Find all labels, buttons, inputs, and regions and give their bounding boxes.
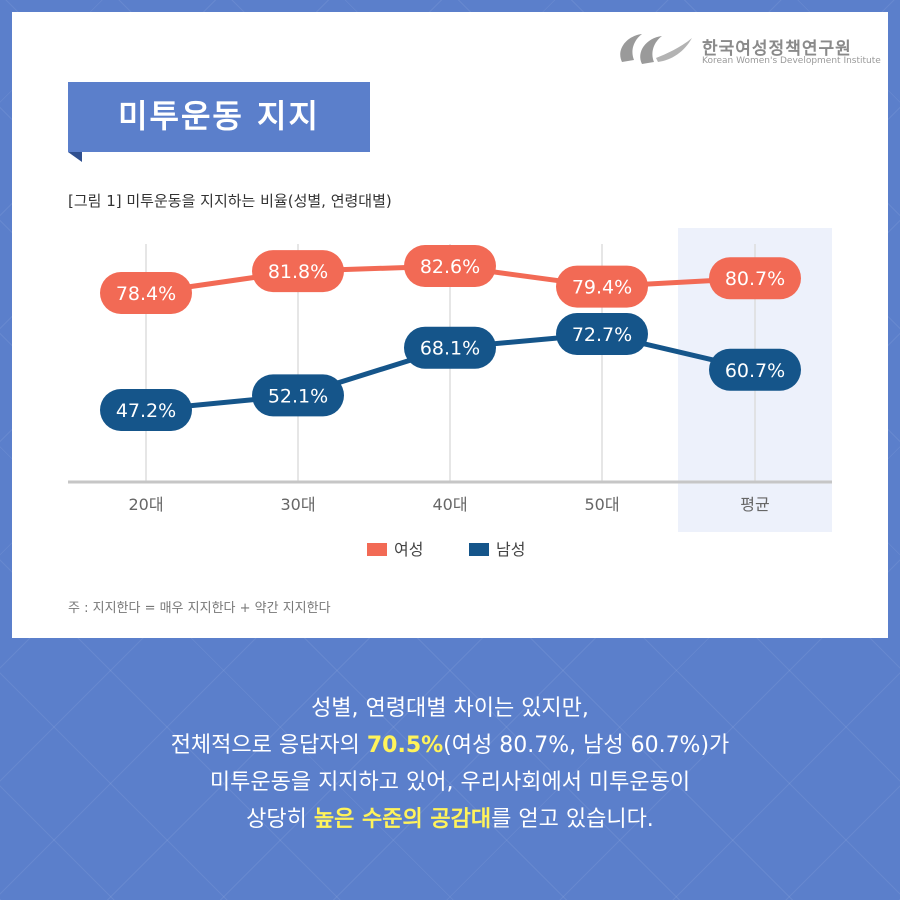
- logo-name: 한국여성정책연구원: [702, 39, 852, 59]
- data-point-male-4: [556, 313, 648, 355]
- summary-highlight-phrase: 높은 수준의 공감대: [313, 807, 492, 832]
- x-tick-label-2: 30대: [280, 495, 315, 514]
- summary-line-4-post: 를 얻고 있습니다.: [491, 807, 654, 832]
- data-label-male-1: 47.2%: [116, 400, 176, 422]
- summary-line-2-pre: 전체적으로 응답자의: [170, 733, 367, 758]
- title-ribbon: 미투운동 지지: [68, 82, 370, 152]
- summary-line-4-pre: 상당히: [246, 807, 314, 832]
- data-label-male-3: 68.1%: [420, 338, 480, 360]
- summary-line-2: 전체적으로 응답자의 70.5%(여성 80.7%, 남성 60.7%)가: [0, 727, 900, 764]
- data-label-male-2: 52.1%: [268, 385, 328, 407]
- summary-highlight-percent: 70.5%: [366, 733, 444, 758]
- data-label-male-4: 72.7%: [572, 324, 632, 346]
- summary-text: 성별, 연령대별 차이는 있지만, 전체적으로 응답자의 70.5%(여성 80…: [0, 690, 900, 838]
- legend-swatch-male: [469, 543, 489, 556]
- data-point-female-2: [252, 250, 344, 293]
- line-chart: 20대 30대 40대 50대 평균 78.4% 81.8% 82.6% 79.4% 80.7% 4…: [68, 228, 832, 559]
- data-point-female-4: [556, 265, 648, 308]
- title-ribbon-fold: [68, 152, 82, 162]
- data-label-female-5: 80.7%: [725, 268, 785, 290]
- data-point-male-5: [709, 348, 801, 391]
- institute-logo: 한국여성정책연구원 Korean Women's Development Ins…: [612, 28, 881, 70]
- summary-line-3: 미투운동을 지지하고 있어, 우리사회에서 미투운동이: [209, 770, 691, 795]
- x-tick-label-1: 20대: [128, 495, 163, 514]
- summary-line-4: 상당히 높은 수준의 공감대를 얻고 있습니다.: [0, 801, 900, 838]
- data-point-female-3: [404, 245, 496, 287]
- logo-subtitle: Korean Women's Development Institute: [702, 56, 881, 66]
- x-tick-label-3: 40대: [432, 495, 467, 514]
- data-point-male-2: [252, 374, 344, 417]
- data-label-female-1: 78.4%: [116, 283, 176, 305]
- data-point-male-3: [404, 326, 496, 369]
- page-title: 미투운동 지지: [118, 97, 320, 135]
- legend-label-female: 여성: [394, 540, 423, 559]
- legend-swatch-female: [367, 543, 387, 556]
- data-label-female-4: 79.4%: [572, 277, 632, 299]
- legend-label-male: 남성: [496, 540, 525, 559]
- data-label-female-2: 81.8%: [268, 261, 328, 283]
- summary-line-1: 성별, 연령대별 차이는 있지만,: [311, 696, 589, 721]
- data-point-male-1: [100, 389, 192, 431]
- logo-swoosh-icon: [620, 34, 692, 64]
- figure-caption: [그림 1] 미투운동을 지지하는 비율(성별, 연령대별): [68, 192, 392, 210]
- data-label-female-3: 82.6%: [420, 256, 480, 278]
- x-tick-label-5: 평균: [740, 495, 769, 514]
- footnote: 주 : 지지한다 = 매우 지지한다 + 약간 지지한다: [68, 601, 331, 616]
- data-label-male-5: 60.7%: [725, 360, 785, 382]
- summary-line-2-post: (여성 80.7%, 남성 60.7%)가: [443, 733, 730, 758]
- data-point-female-5: [709, 257, 801, 300]
- x-tick-label-4: 50대: [584, 495, 619, 514]
- data-point-female-1: [100, 272, 192, 314]
